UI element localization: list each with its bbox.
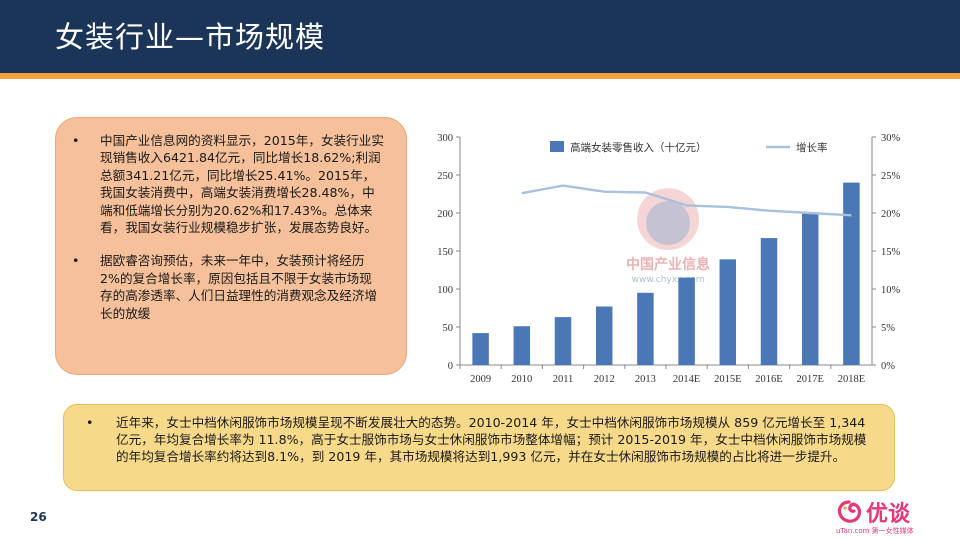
- brand-name: 优谈: [866, 502, 911, 527]
- y2-tick-label: 15%: [881, 247, 901, 258]
- bullet: •: [86, 415, 94, 430]
- title-bar: 女装行业—市场规模: [0, 0, 960, 73]
- x-tick-label: 2017E: [796, 374, 823, 385]
- brand-mark-icon: [837, 500, 862, 523]
- x-tick-label: 2015E: [714, 374, 741, 385]
- y2-tick-label: 0%: [881, 361, 895, 372]
- header-divider: [0, 73, 960, 79]
- watermark-logo-inner-icon: [646, 201, 691, 246]
- bar: [513, 326, 531, 365]
- summary-box: • 中国产业信息网的资料显示，2015年，女装行业实现销售收入6421.84亿元…: [55, 117, 407, 375]
- page-number: 26: [30, 510, 47, 524]
- chart-svg: 0 50 100 150 200 250 300 0% 5% 10% 15% 20% 25% 30% 中国产…: [437, 133, 901, 385]
- y2-tick-label: 30%: [881, 133, 901, 144]
- x-tick-label: 2016E: [755, 374, 782, 385]
- market-chart: 0 50 100 150 200 250 300 0% 5% 10% 15% 20% 25% 30% 中国产…: [424, 125, 920, 393]
- x-tick-label: 2018E: [838, 374, 865, 385]
- y-tick-label: 250: [437, 171, 453, 182]
- bar: [678, 277, 695, 365]
- list-item: • 中国产业信息网的资料显示，2015年，女装行业实现销售收入6421.84亿元…: [72, 132, 384, 236]
- bar: [595, 306, 613, 365]
- page-title: 女装行业—市场规模: [55, 20, 326, 54]
- y2-tick-label: 5%: [881, 323, 895, 334]
- bullet: •: [72, 253, 80, 269]
- y-tick-label: 100: [437, 285, 453, 296]
- y2-tick-label: 20%: [881, 209, 901, 220]
- summary-paragraph-2: 据欧睿咨询预估，未来一年中，女装预计将经历2%的复合增长率，原因包括且不限于女装…: [100, 253, 378, 321]
- insight-box: • 近年来，女士中档休闲服饰市场规模呈现不断发展壮大的态势。2010-2014 …: [63, 404, 895, 491]
- y2-tick-label: 10%: [881, 285, 901, 296]
- bar: [801, 213, 819, 365]
- x-tick-label: 2010: [511, 374, 532, 385]
- y-tick-label: 200: [437, 209, 453, 220]
- bar: [719, 259, 737, 365]
- watermark-name: 中国产业信息: [626, 256, 710, 273]
- bar: [760, 238, 778, 365]
- y-tick-label: 50: [443, 323, 454, 334]
- x-tick-label: 2012: [594, 374, 615, 385]
- list-item: • 据欧睿咨询预估，未来一年中，女装预计将经历2%的复合增长率，原因包括且不限于…: [72, 252, 384, 322]
- watermark-url: www.chyxx.com: [632, 275, 705, 285]
- x-tick-label: 2009: [470, 374, 491, 385]
- bar: [554, 317, 572, 365]
- growth-line: [521, 184, 852, 217]
- y-tick-label: 0: [448, 361, 453, 372]
- summary-paragraph-1: 中国产业信息网的资料显示，2015年，女装行业实现销售收入6421.84亿元，同…: [100, 133, 384, 236]
- bar: [472, 333, 489, 365]
- y-tick-label: 300: [437, 133, 453, 144]
- x-tick-label: 2014E: [673, 374, 700, 385]
- y-tick-label: 150: [437, 247, 453, 258]
- legend-label-bars: 高端女装零售收入（十亿元）: [570, 141, 707, 154]
- bar: [843, 182, 860, 365]
- x-tick-label: 2011: [553, 374, 574, 385]
- insight-text: 近年来，女士中档休闲服饰市场规模呈现不断发展壮大的态势。2010-2014 年，…: [116, 415, 867, 465]
- brand-tagline: uTan.com 第一女性媒体: [836, 527, 914, 535]
- bullet: •: [72, 133, 80, 148]
- y2-tick-label: 25%: [881, 171, 901, 182]
- bar: [637, 292, 654, 365]
- x-tick-label: 2013: [635, 374, 656, 385]
- legend-label-line: 增长率: [796, 141, 828, 154]
- brand-logo: 优谈 uTan.com 第一女性媒体: [836, 496, 936, 536]
- legend-swatch-bars: [550, 141, 564, 152]
